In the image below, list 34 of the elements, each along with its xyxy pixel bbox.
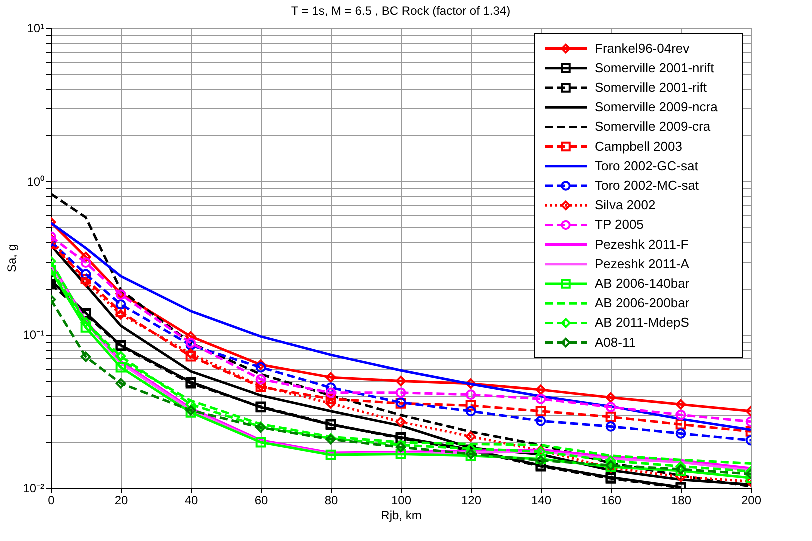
legend-label: Somerville 2001-nrift [595, 60, 715, 76]
legend-label: Pezeshk 2011-F [595, 236, 689, 252]
x-tick-label: 180 [671, 494, 692, 508]
x-tick-label: 140 [531, 494, 552, 508]
y-tick-label: 10¹ [27, 22, 45, 36]
x-tick-label: 160 [601, 494, 622, 508]
legend-label: Frankel96-04rev [595, 40, 690, 56]
legend-label: Somerville 2001-rift [595, 80, 708, 95]
legend-label: TP 2005 [595, 217, 644, 232]
x-tick-label: 100 [391, 494, 412, 508]
y-axis-title: Sa, g [5, 244, 20, 273]
legend-label: Somerville 2009-ncra [595, 100, 719, 115]
legend-label: A08-11 [595, 334, 636, 350]
legend-label: Somerville 2009-cra [595, 119, 712, 134]
x-tick-label: 20 [114, 494, 128, 508]
x-tick-label: 0 [48, 494, 56, 508]
legend-label: Silva 2002 [595, 198, 656, 213]
x-tick-label: 200 [741, 494, 762, 508]
legend-label: AB 2006-140bar [595, 276, 690, 291]
legend-label: Toro 2002-MC-sat [595, 178, 700, 193]
x-tick-label: 40 [184, 494, 198, 508]
x-axis-title: Rjb, km [381, 508, 422, 522]
y-tick-label: 10⁻¹ [23, 328, 45, 342]
legend-label: Toro 2002-GC-sat [595, 158, 699, 174]
chart-title: T = 1s, M = 6.5 , BC Rock (factor of 1.34) [291, 4, 511, 18]
x-tick-label: 120 [461, 494, 482, 508]
y-tick-label: 10⁰ [27, 174, 44, 189]
legend-label: AB 2011-MdepS [595, 315, 690, 330]
x-tick-label: 80 [324, 494, 338, 508]
x-tick-label: 60 [254, 494, 268, 508]
legend-label: Pezeshk 2011-A [595, 256, 690, 272]
legend-label: Campbell 2003 [595, 138, 682, 154]
legend-label: AB 2006-200bar [595, 296, 690, 311]
y-tick-label: 10⁻² [23, 482, 45, 496]
